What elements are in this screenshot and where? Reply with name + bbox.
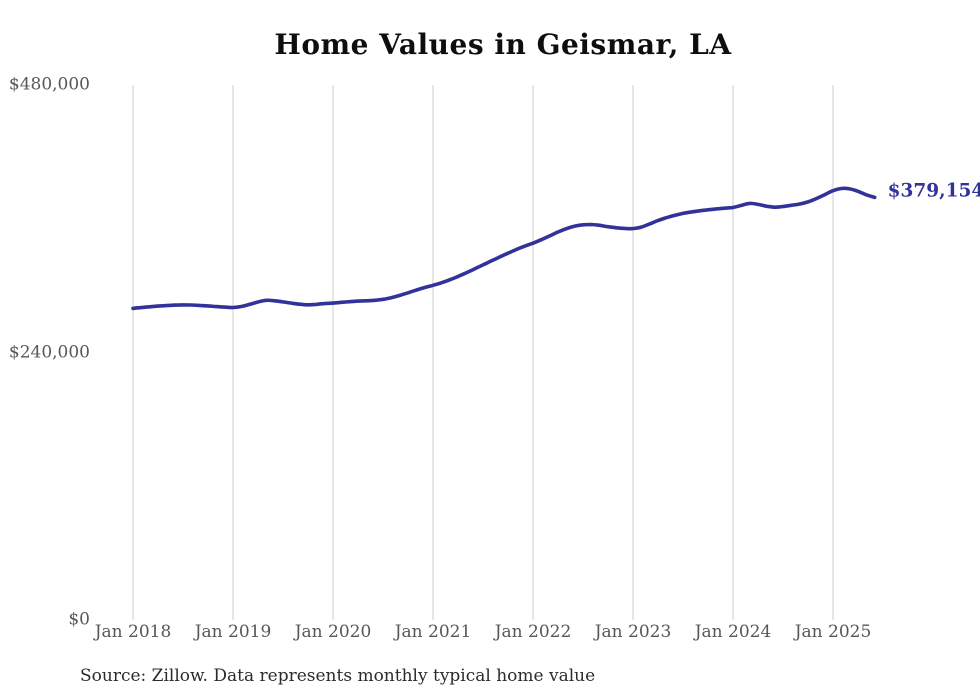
x-axis-label: Jan 2019 [194,622,272,642]
value-line [131,186,877,311]
source-note: Source: Zillow. Data represents monthly … [80,666,596,686]
y-axis-label: $480,000 [8,74,90,95]
x-axis-label: Jan 2021 [394,622,472,642]
x-axis-label: Jan 2024 [694,622,772,642]
y-axis-label: $0 [68,609,90,630]
latest-value-label: $379,154 [887,180,980,202]
chart-title: Home Values in Geismar, LA [274,28,732,61]
x-axis-label: Jan 2018 [94,622,172,642]
y-axis-label: $240,000 [8,342,90,363]
x-axis-label: Jan 2022 [494,622,572,642]
x-axis-label: Jan 2020 [294,622,372,642]
x-axis-label: Jan 2025 [794,622,872,642]
x-axis-label: Jan 2023 [594,622,672,642]
